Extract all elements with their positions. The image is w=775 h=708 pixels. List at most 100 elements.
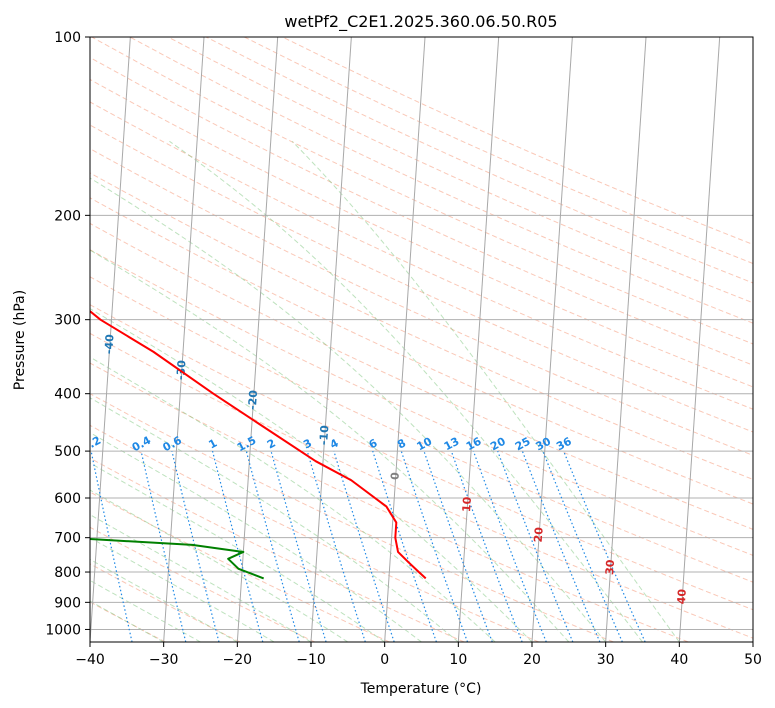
x-tick-label: −10 [296, 652, 326, 668]
y-tick-label: 800 [54, 565, 81, 581]
x-tick-label: 50 [744, 652, 762, 668]
moist-adiabat [90, 537, 275, 642]
isotherm-label: 10 [460, 496, 474, 512]
y-tick-label: 100 [54, 30, 81, 46]
mixing-ratio-label: 2 [265, 436, 278, 451]
dry-adiabat [129, 37, 753, 324]
mixing-ratio-line [472, 450, 547, 642]
moist-adiabat [291, 140, 680, 642]
dry-adiabat [90, 101, 753, 410]
mixing-ratio-line [542, 450, 623, 642]
isotherm-grid [90, 37, 753, 642]
isobar-grid [90, 37, 753, 630]
mixing-ratio-label: 3 [301, 436, 314, 451]
x-tick-label: −40 [75, 652, 105, 668]
mixing-ratio-line [245, 450, 300, 642]
mixing-ratio-line [333, 450, 395, 642]
dry-adiabat [90, 197, 753, 505]
mixing-ratio-label: 10 [415, 435, 435, 454]
mixing-ratio-line [372, 450, 437, 642]
mixing-ratio-label: 30 [533, 435, 553, 454]
mixing-ratio-lines [90, 450, 646, 642]
isotherm-label: -50 [31, 294, 45, 315]
dry-adiabat [90, 56, 753, 366]
mixing-ratio-line [211, 450, 264, 642]
mixing-ratio-line [400, 450, 469, 642]
dry-adiabat [90, 563, 241, 642]
plot-frame [89, 36, 754, 643]
dry-adiabat [90, 249, 753, 556]
isotherm-label: 0 [388, 471, 402, 480]
mixing-ratio-label: 4 [328, 436, 341, 451]
isotherm-line [236, 37, 279, 642]
mixing-ratio-line [171, 450, 220, 642]
mixing-ratio-label: 1 [206, 436, 219, 451]
moist-adiabat [90, 489, 349, 642]
mixing-ratio-line [423, 450, 493, 642]
isotherm-label: 40 [675, 588, 689, 604]
isotherm-label: 20 [532, 526, 546, 542]
dry-adiabat [91, 37, 753, 345]
dry-adiabat [90, 304, 753, 611]
dry-adiabat [90, 276, 753, 583]
mixing-ratio-line [90, 450, 133, 642]
dry-adiabat [90, 78, 753, 388]
y-tick-label: 600 [54, 491, 81, 507]
dry-adiabat [90, 424, 539, 642]
x-tick-label: 10 [449, 652, 467, 668]
mixing-ratio-label: 20 [488, 435, 508, 454]
temperature-profile [90, 309, 427, 580]
plot-area: -100-90-80-70-60-50-40-30-20-10010203040… [31, 37, 753, 642]
x-tick-label: 40 [670, 652, 688, 668]
dry-adiabat [90, 148, 753, 456]
moist-adiabat [90, 579, 201, 642]
isotherm-label: -30 [174, 359, 188, 380]
mixing-ratio-line [140, 450, 187, 642]
isotherm-label: -10 [317, 424, 331, 445]
isotherm-line [384, 37, 426, 642]
isotherm-line [531, 37, 573, 642]
y-tick-label: 900 [54, 595, 81, 611]
isotherm-label: -40 [102, 334, 116, 355]
mixing-ratio-line [270, 450, 327, 642]
isotherm-line [605, 37, 647, 642]
moist-adiabat [90, 600, 164, 642]
mixing-ratio-label: 0.1 [33, 434, 56, 455]
y-axis-label: Pressure (hPa) [12, 290, 28, 390]
isotherm-line [678, 37, 721, 642]
isotherm-line [90, 37, 131, 642]
x-tick-label: −20 [223, 652, 253, 668]
dry-adiabat [167, 37, 753, 304]
x-axis: −40 −30 −20 −10 0 10 20 30 40 50 [75, 642, 762, 668]
moist-adiabat [90, 177, 607, 642]
dry-adiabat [282, 37, 753, 245]
moist-adiabat [169, 140, 643, 642]
isotherm-line [752, 634, 753, 642]
isotherm-line [163, 37, 205, 642]
mixing-ratio-line [563, 450, 646, 642]
y-tick-label: 300 [54, 313, 81, 329]
mixing-ratio-label: 13 [442, 435, 462, 454]
dry-adiabat [90, 393, 614, 642]
isotherm-label: -20 [246, 389, 260, 410]
dry-adiabat [244, 37, 753, 265]
mixing-ratio-label: 36 [554, 435, 574, 454]
x-axis-label: Temperature (°C) [360, 681, 482, 697]
y-tick-label: 1000 [45, 622, 81, 638]
mixing-ratio-line [450, 450, 523, 642]
y-axis: 100 200 300 400 500 600 700 800 900 1000 [45, 30, 90, 638]
mixing-ratio-label: 6 [367, 436, 380, 451]
dry-adiabat [90, 526, 315, 642]
dry-adiabat [90, 124, 753, 433]
dry-adiabat [90, 457, 465, 642]
dry-adiabat [90, 332, 753, 639]
mixing-ratio-line [497, 450, 574, 642]
isotherm-line [457, 37, 500, 642]
x-tick-label: 20 [523, 652, 541, 668]
y-tick-label: 200 [54, 208, 81, 224]
y-tick-label: 500 [54, 444, 81, 460]
mixing-ratio-label: 16 [464, 434, 484, 453]
x-tick-label: −30 [149, 652, 179, 668]
